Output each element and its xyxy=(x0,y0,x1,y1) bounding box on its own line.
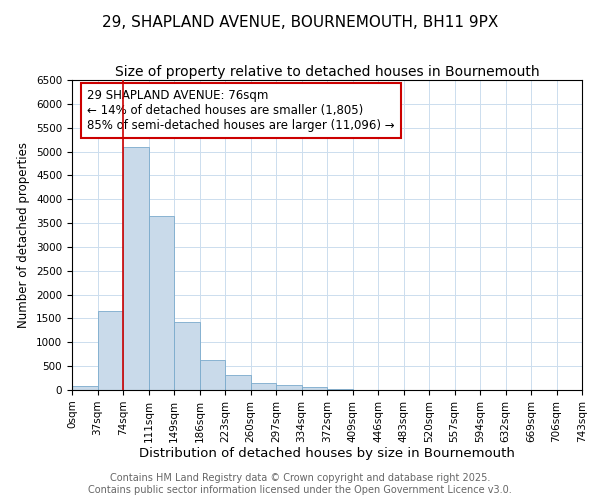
Bar xyxy=(174,322,199,390)
Y-axis label: Number of detached properties: Number of detached properties xyxy=(17,142,31,328)
Bar xyxy=(276,385,302,390)
Bar xyxy=(302,387,327,390)
Text: 29, SHAPLAND AVENUE, BOURNEMOUTH, BH11 9PX: 29, SHAPLAND AVENUE, BOURNEMOUTH, BH11 9… xyxy=(102,15,498,30)
Bar xyxy=(199,360,225,390)
Bar xyxy=(97,312,123,390)
X-axis label: Distribution of detached houses by size in Bournemouth: Distribution of detached houses by size … xyxy=(139,448,515,460)
Bar xyxy=(251,382,276,390)
Title: Size of property relative to detached houses in Bournemouth: Size of property relative to detached ho… xyxy=(115,65,539,79)
Text: Contains HM Land Registry data © Crown copyright and database right 2025.
Contai: Contains HM Land Registry data © Crown c… xyxy=(88,474,512,495)
Bar xyxy=(149,216,174,390)
Bar xyxy=(327,388,353,390)
Text: 29 SHAPLAND AVENUE: 76sqm
← 14% of detached houses are smaller (1,805)
85% of se: 29 SHAPLAND AVENUE: 76sqm ← 14% of detac… xyxy=(88,90,395,132)
Bar xyxy=(225,374,251,390)
Bar xyxy=(123,147,149,390)
Bar xyxy=(72,386,97,390)
